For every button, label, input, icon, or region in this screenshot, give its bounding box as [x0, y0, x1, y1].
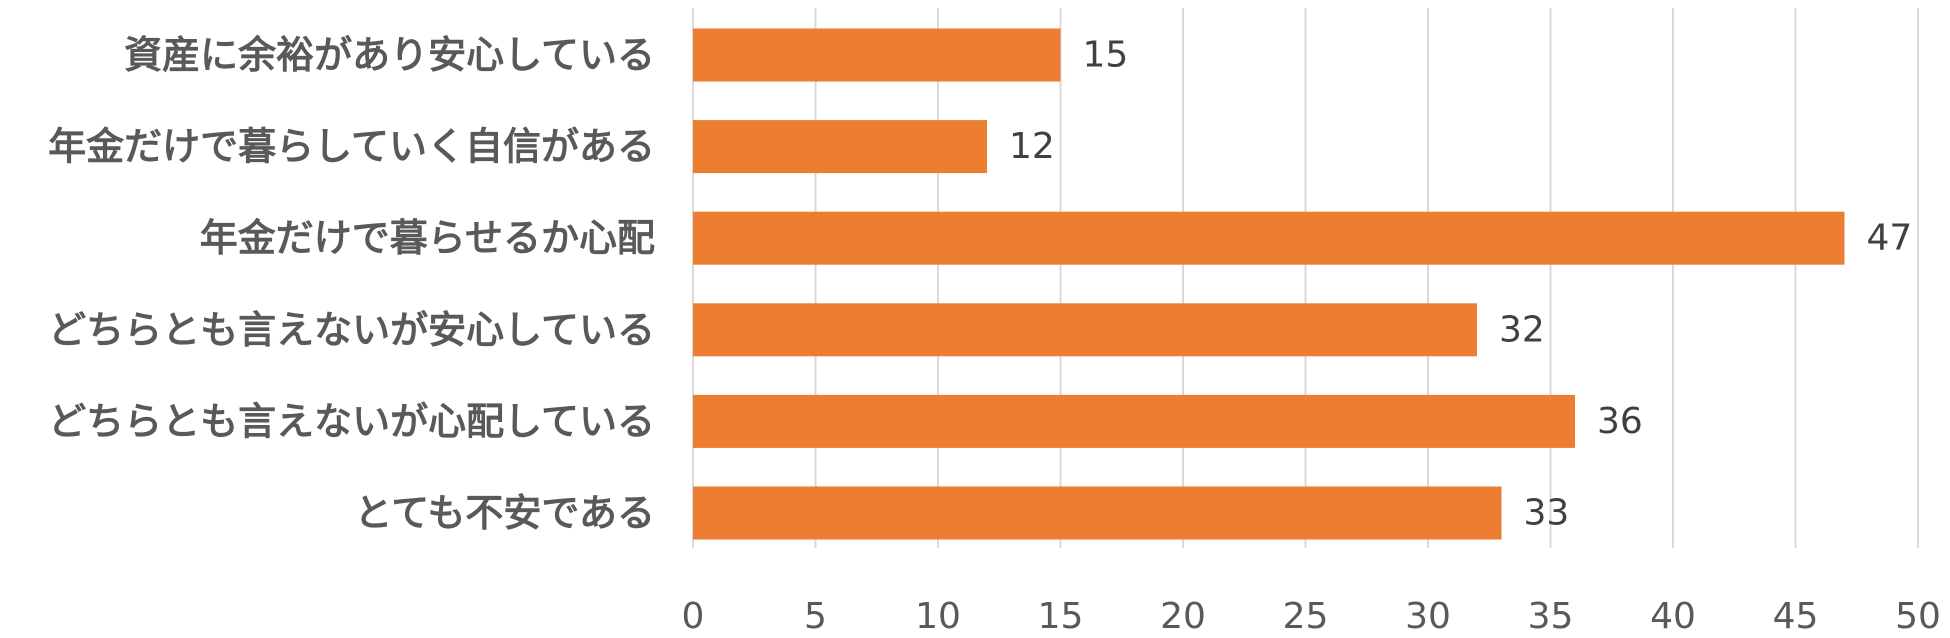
x-tick-label-5: 5: [804, 596, 827, 637]
bars: [693, 28, 1845, 540]
x-tick-label-10: 10: [915, 596, 961, 637]
data-label-3: 32: [1499, 309, 1545, 350]
bar-3: [693, 303, 1477, 357]
data-label-4: 36: [1597, 401, 1643, 442]
x-tick-label-20: 20: [1160, 596, 1206, 637]
data-label-0: 15: [1083, 35, 1129, 76]
x-tick-label-25: 25: [1283, 596, 1329, 637]
bar-4: [693, 394, 1575, 448]
x-tick-label-35: 35: [1528, 596, 1574, 637]
category-label-2: 年金だけで暮らせるか心配: [200, 216, 655, 260]
bar-1: [693, 120, 987, 174]
x-tick-label-40: 40: [1650, 596, 1696, 637]
bar-5: [693, 486, 1502, 540]
x-tick-label-0: 0: [682, 596, 705, 637]
bar-0: [693, 28, 1061, 82]
x-tick-label-45: 45: [1773, 596, 1819, 637]
category-label-0: 資産に余裕があり安心している: [124, 33, 655, 77]
category-label-4: どちらとも言えないが心配している: [48, 399, 655, 443]
data-labels: 15 12 47 32 36 33: [1009, 35, 1912, 534]
bar-2: [693, 211, 1845, 265]
category-labels: 資産に余裕があり安心している年金だけで暮らしていく自信がある年金だけで暮らせるか…: [48, 33, 655, 535]
x-tick-label-50: 50: [1895, 596, 1941, 637]
data-label-1: 12: [1009, 126, 1055, 167]
data-label-5: 33: [1524, 493, 1570, 534]
gridlines: [692, 8, 1919, 548]
x-tick-label-30: 30: [1405, 596, 1451, 637]
category-label-1: 年金だけで暮らしていく自信がある: [48, 125, 655, 169]
x-axis-tick-labels: 0 5 10 15 20 25 30 35 40 45 50: [682, 596, 1941, 637]
category-label-5: とても不安である: [354, 491, 655, 535]
data-label-2: 47: [1867, 218, 1913, 259]
category-label-3: どちらとも言えないが安心している: [48, 308, 655, 352]
x-tick-label-15: 15: [1038, 596, 1084, 637]
